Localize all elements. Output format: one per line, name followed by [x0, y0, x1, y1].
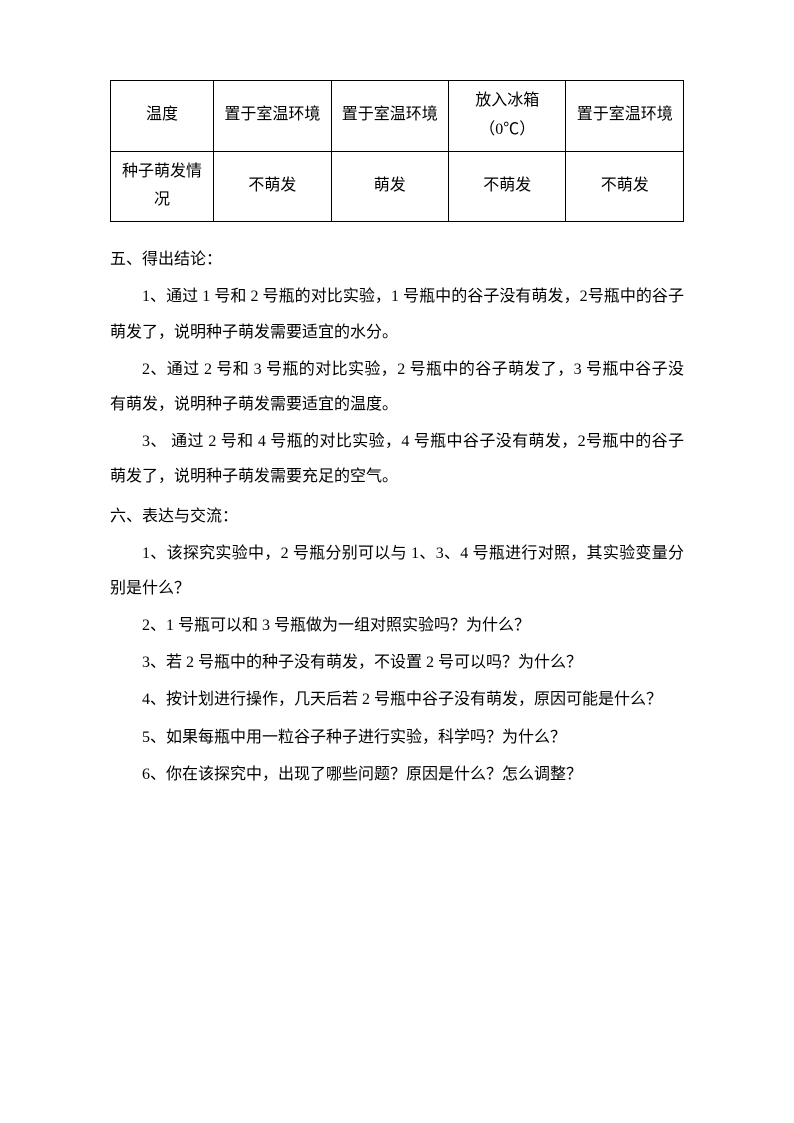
table-row: 温度 置于室温环境 置于室温环境 放入冰箱（0℃） 置于室温环境: [111, 81, 684, 152]
question-2: 2、1 号瓶可以和 3 号瓶做为一组对照实验吗？为什么？: [110, 608, 684, 643]
row-label-temperature: 温度: [111, 81, 214, 152]
cell: 放入冰箱（0℃）: [449, 81, 566, 152]
section-5-heading: 五、得出结论：: [110, 242, 684, 277]
conclusion-2: 2、通过 2 号和 3 号瓶的对比实验，2 号瓶中的谷子萌发了，3 号瓶中谷子没…: [110, 352, 684, 422]
cell: 置于室温环境: [331, 81, 448, 152]
question-5: 5、如果每瓶中用一粒谷子种子进行实验，科学吗？为什么？: [110, 720, 684, 755]
question-1: 1、该探究实验中，2 号瓶分别可以与 1、3、4 号瓶进行对照，其实验变量分别是…: [110, 536, 684, 606]
question-3: 3、若 2 号瓶中的种子没有萌发，不设置 2 号可以吗？为什么？: [110, 645, 684, 680]
cell: 不萌发: [449, 151, 566, 222]
question-6: 6、你在该探究中，出现了哪些问题？原因是什么？怎么调整？: [110, 757, 684, 792]
cell: 不萌发: [214, 151, 331, 222]
cell: 置于室温环境: [566, 81, 684, 152]
table-row: 种子萌发情况 不萌发 萌发 不萌发 不萌发: [111, 151, 684, 222]
cell: 置于室温环境: [214, 81, 331, 152]
row-label-germination: 种子萌发情况: [111, 151, 214, 222]
conditions-table: 温度 置于室温环境 置于室温环境 放入冰箱（0℃） 置于室温环境 种子萌发情况 …: [110, 80, 684, 222]
conclusion-1: 1、通过 1 号和 2 号瓶的对比实验，1 号瓶中的谷子没有萌发，2号瓶中的谷子…: [110, 279, 684, 349]
cell: 萌发: [331, 151, 448, 222]
question-4: 4、按计划进行操作，几天后若 2 号瓶中谷子没有萌发，原因可能是什么？: [110, 682, 684, 717]
conclusion-3: 3、 通过 2 号和 4 号瓶的对比实验，4 号瓶中谷子没有萌发，2号瓶中的谷子…: [110, 424, 684, 494]
cell: 不萌发: [566, 151, 684, 222]
section-6-heading: 六、表达与交流：: [110, 499, 684, 534]
